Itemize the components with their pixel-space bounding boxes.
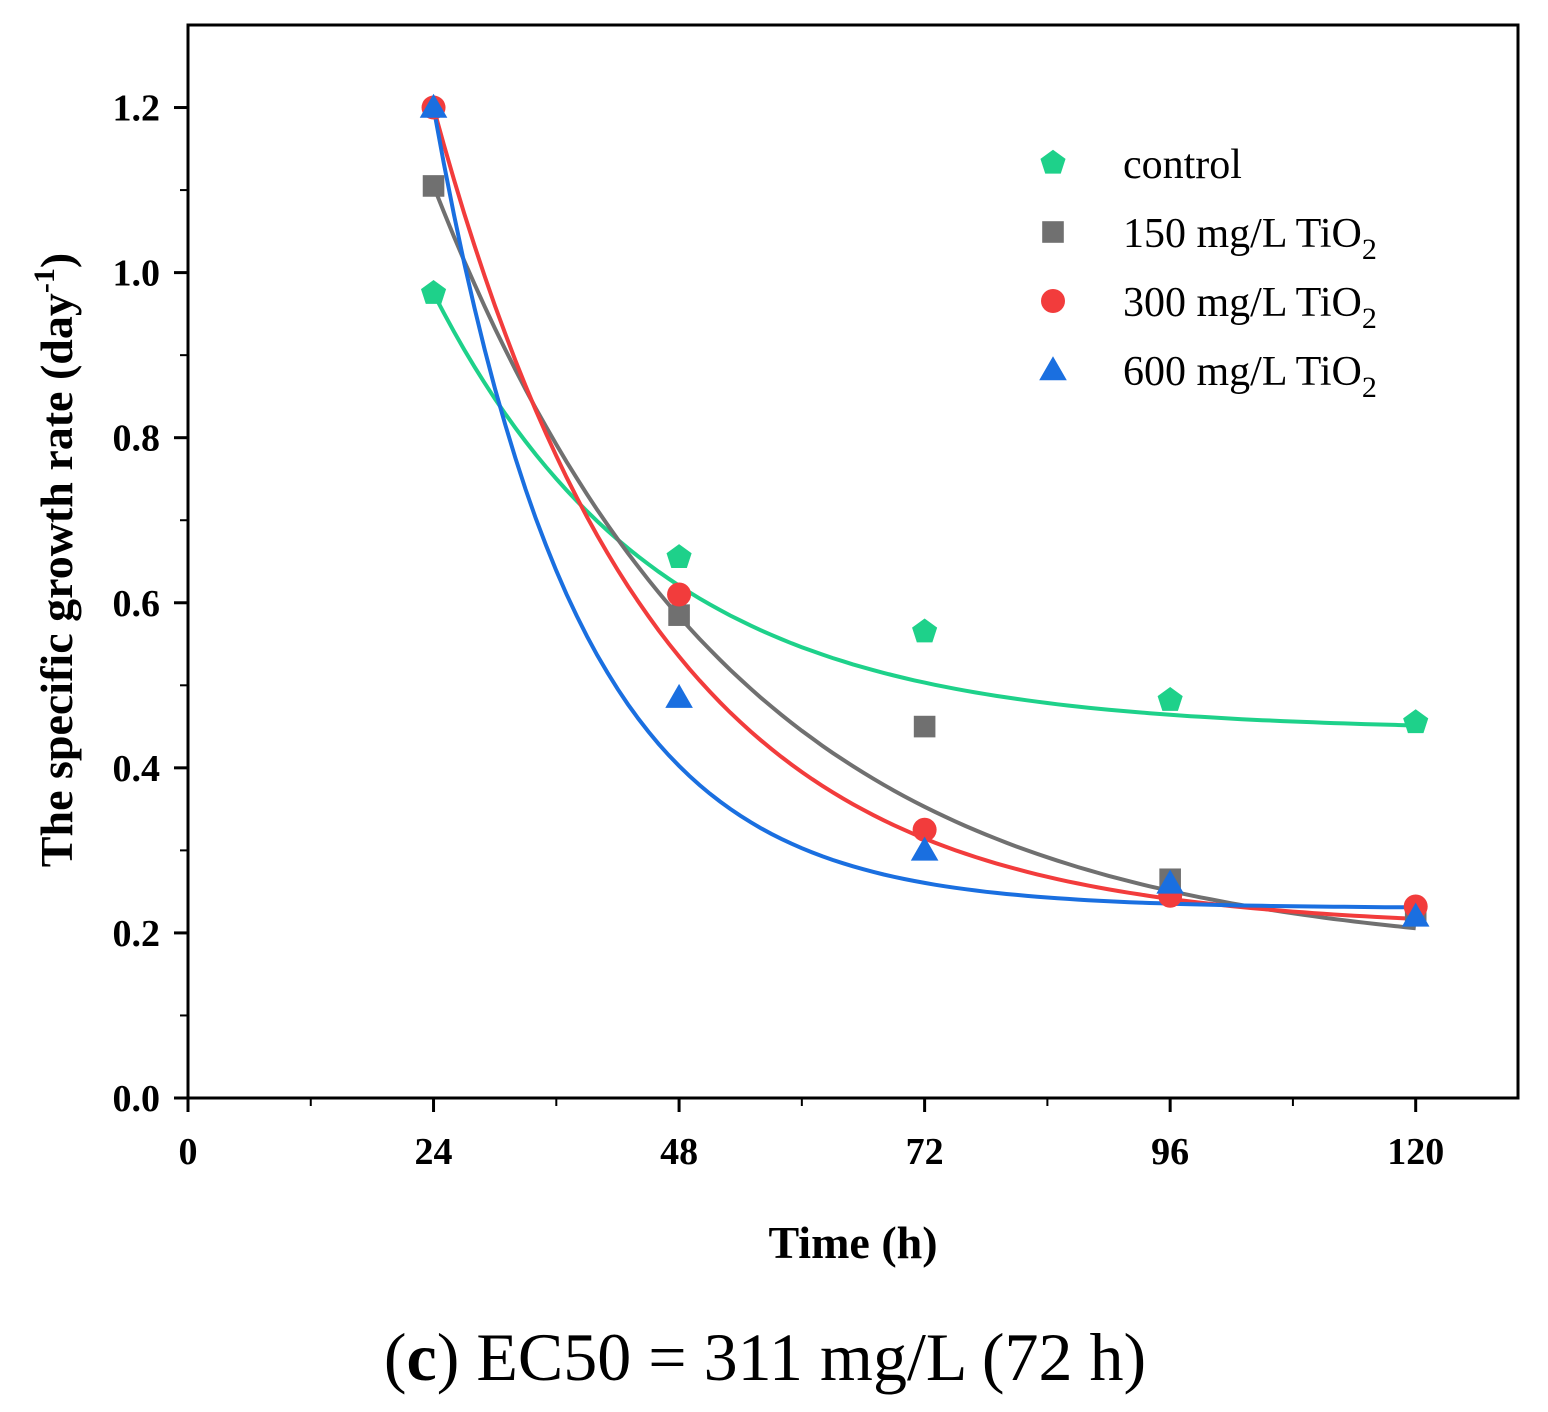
y-tick-label: 1.0 bbox=[113, 253, 161, 295]
caption-letter: c bbox=[407, 1319, 437, 1395]
y-tick-label: 1.2 bbox=[113, 88, 161, 130]
legend-label-main: 600 mg/L TiO bbox=[1123, 349, 1362, 395]
plot-frame bbox=[188, 25, 1518, 1098]
legend-marker-circle bbox=[1041, 289, 1065, 313]
data-point-pentagon bbox=[912, 618, 937, 642]
y-axis-title-close: ) bbox=[31, 253, 82, 268]
y-tick-label: 0.4 bbox=[113, 748, 161, 790]
legend-marker-pentagon bbox=[1040, 150, 1065, 174]
caption-open: ( bbox=[384, 1319, 407, 1395]
data-point-pentagon bbox=[667, 544, 692, 568]
x-axis-title: Time (h) bbox=[768, 1217, 937, 1268]
x-tick-label: 0 bbox=[179, 1131, 198, 1173]
data-point-triangle bbox=[911, 837, 939, 861]
legend-label-main: control bbox=[1123, 142, 1242, 188]
y-tick-label: 0.8 bbox=[113, 418, 161, 460]
x-tick-label: 24 bbox=[415, 1131, 453, 1173]
caption-rest: ) EC50 = 311 mg/L (72 h) bbox=[437, 1319, 1146, 1395]
legend-label-main: 150 mg/L TiO bbox=[1123, 211, 1362, 257]
y-tick-label: 0.6 bbox=[113, 583, 161, 625]
legend-label-sub: 2 bbox=[1362, 233, 1377, 266]
legend-label-main: 300 mg/L TiO bbox=[1123, 280, 1362, 326]
data-point-square bbox=[914, 716, 936, 738]
y-tick-label: 0.0 bbox=[113, 1078, 161, 1120]
y-axis-title-main: The specific growth rate (day bbox=[31, 293, 82, 867]
data-point-triangle bbox=[665, 684, 693, 708]
y-tick-label: 0.2 bbox=[113, 913, 161, 955]
data-point-pentagon bbox=[1403, 709, 1428, 733]
legend-label: 600 mg/L TiO2 bbox=[1123, 349, 1377, 404]
x-tick-label: 96 bbox=[1151, 1131, 1189, 1173]
data-point-pentagon bbox=[1158, 687, 1183, 711]
x-tick-label: 72 bbox=[906, 1131, 944, 1173]
legend-label: control bbox=[1123, 142, 1242, 188]
data-point-circle bbox=[667, 583, 691, 607]
data-point-pentagon bbox=[421, 280, 446, 304]
y-axis-title: The specific growth rate (day-1) bbox=[28, 253, 82, 867]
x-tick-label: 48 bbox=[660, 1131, 698, 1173]
legend-marker-triangle bbox=[1039, 356, 1067, 380]
data-point-square bbox=[668, 604, 690, 626]
legend-marker-square bbox=[1042, 221, 1064, 243]
legend-label: 300 mg/L TiO2 bbox=[1123, 280, 1377, 335]
legend-label: 150 mg/L TiO2 bbox=[1123, 211, 1377, 266]
legend-label-sub: 2 bbox=[1362, 371, 1377, 404]
figure-caption: (c) EC50 = 311 mg/L (72 h) bbox=[384, 1319, 1146, 1395]
data-point-square bbox=[423, 175, 445, 197]
x-tick-label: 120 bbox=[1387, 1131, 1444, 1173]
legend-label-sub: 2 bbox=[1362, 302, 1377, 335]
growth-rate-chart: 0 24 48 72 96 120 0.0 0.2 0.4 0.6 0.8 1.0 1.2 contro… bbox=[0, 0, 1548, 1412]
y-axis-title-sup: -1 bbox=[28, 268, 61, 293]
